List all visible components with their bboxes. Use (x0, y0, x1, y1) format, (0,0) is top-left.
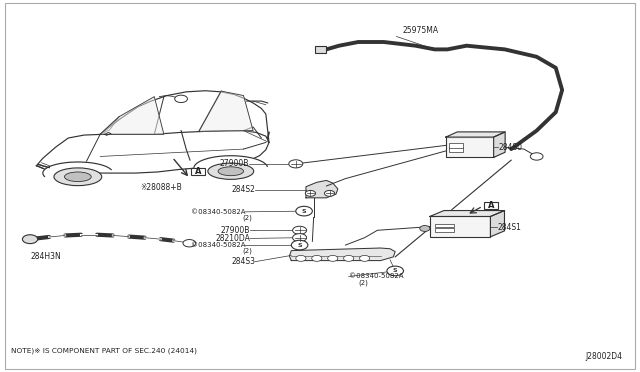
Ellipse shape (218, 167, 244, 176)
Polygon shape (289, 248, 395, 260)
Circle shape (291, 240, 308, 250)
Text: 28210DA: 28210DA (215, 234, 250, 243)
Circle shape (312, 256, 322, 261)
Circle shape (360, 256, 370, 261)
Circle shape (296, 256, 306, 261)
Polygon shape (100, 97, 164, 134)
FancyBboxPatch shape (315, 46, 326, 53)
Text: 284S0: 284S0 (499, 143, 522, 152)
Circle shape (328, 256, 338, 261)
Circle shape (175, 95, 188, 103)
Bar (435, 228, 454, 232)
Ellipse shape (65, 172, 92, 182)
Text: 27900B: 27900B (221, 226, 250, 235)
Polygon shape (446, 132, 505, 137)
Bar (430, 217, 490, 237)
Text: S: S (301, 209, 307, 214)
Text: A: A (195, 167, 202, 176)
Ellipse shape (208, 163, 253, 179)
Text: S: S (298, 243, 302, 248)
Circle shape (183, 240, 196, 247)
Bar (446, 137, 493, 157)
Polygon shape (194, 156, 268, 170)
Text: 27900B: 27900B (220, 159, 248, 169)
Bar (191, 167, 205, 175)
Text: A: A (488, 201, 494, 210)
Circle shape (420, 225, 430, 231)
Text: ©08340-5082A: ©08340-5082A (349, 273, 403, 279)
Circle shape (324, 190, 335, 196)
Text: J28002D4: J28002D4 (586, 352, 623, 361)
Circle shape (305, 190, 316, 196)
Circle shape (296, 206, 312, 216)
Polygon shape (36, 131, 269, 173)
Text: ※28088+B: ※28088+B (140, 183, 182, 192)
Circle shape (344, 256, 354, 261)
Bar (449, 147, 463, 152)
Text: (2): (2) (242, 248, 252, 254)
Ellipse shape (54, 168, 102, 186)
Text: ©08340-5082A: ©08340-5082A (191, 242, 246, 248)
Bar (449, 143, 463, 148)
Polygon shape (430, 211, 504, 217)
Circle shape (22, 235, 38, 244)
Text: S: S (393, 269, 397, 273)
Bar (435, 224, 454, 227)
Polygon shape (199, 91, 253, 131)
Polygon shape (490, 211, 504, 237)
Text: (2): (2) (242, 215, 252, 221)
Text: 284S2: 284S2 (231, 185, 255, 194)
Circle shape (289, 160, 303, 168)
Polygon shape (493, 132, 505, 157)
Text: 284H3N: 284H3N (30, 251, 61, 261)
Circle shape (292, 226, 307, 234)
Bar (484, 202, 498, 209)
Circle shape (387, 266, 403, 276)
Text: 284S3: 284S3 (231, 257, 255, 266)
Text: 284S1: 284S1 (497, 223, 521, 232)
Polygon shape (43, 162, 111, 176)
Text: 25975MA: 25975MA (403, 26, 439, 35)
Text: NOTE)※ IS COMPONENT PART OF SEC.240 (24014): NOTE)※ IS COMPONENT PART OF SEC.240 (240… (11, 347, 197, 353)
Circle shape (292, 234, 307, 242)
Circle shape (531, 153, 543, 160)
Text: (2): (2) (358, 279, 368, 286)
Text: ©08340-5082A: ©08340-5082A (191, 209, 246, 215)
Polygon shape (306, 180, 338, 198)
